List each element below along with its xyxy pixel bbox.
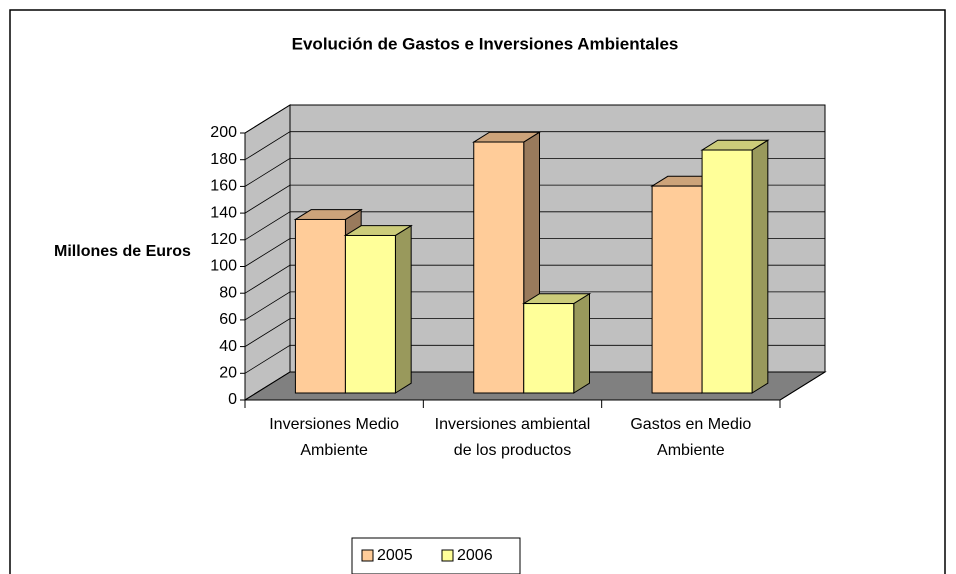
grid-line — [244, 238, 825, 267]
legend-label: 2006 — [457, 547, 493, 564]
y-tick-label: 80 — [219, 284, 237, 301]
bar — [523, 303, 575, 394]
y-tick-label: 140 — [210, 204, 237, 221]
y-tick-label: 100 — [210, 258, 237, 275]
legend-swatch — [441, 549, 454, 562]
bar — [294, 218, 346, 394]
bar-side — [751, 139, 769, 394]
grid-line — [244, 318, 825, 347]
x-axis — [245, 371, 826, 401]
legend-box — [351, 537, 521, 574]
y-axis-label: Millones de Euros — [54, 243, 191, 260]
bar — [701, 149, 753, 394]
y-tick-label: 40 — [219, 338, 237, 355]
x-tick-label: Inversiones ambiental de los productos — [434, 416, 591, 459]
x-tick-label: Inversiones Medio Ambiente — [269, 416, 400, 459]
y-tick-label: 180 — [210, 151, 237, 168]
bar — [344, 234, 396, 394]
x-tick-label: Gastos en Medio Ambiente — [630, 416, 752, 459]
legend-swatch — [361, 549, 374, 562]
grid-line — [244, 344, 825, 374]
grid-line — [244, 104, 825, 134]
bar — [473, 141, 525, 394]
chart-title: Evolución de Gastos e Inversiones Ambien… — [292, 34, 679, 53]
grid-line — [244, 291, 825, 321]
grid-line — [244, 264, 825, 294]
bar — [651, 185, 703, 394]
y-tick-label: 160 — [210, 178, 237, 195]
grid-line — [244, 131, 825, 161]
y-tick-label: 20 — [219, 365, 237, 382]
y-tick-label: 0 — [228, 391, 237, 408]
grid-line — [244, 211, 825, 241]
grid-line — [244, 371, 825, 401]
grid-line — [244, 157, 825, 187]
legend-label: 2005 — [377, 547, 413, 564]
bar-side — [394, 224, 412, 394]
bar-side — [573, 292, 590, 394]
y-tick-label: 200 — [210, 124, 237, 141]
y-tick-label: 60 — [219, 311, 237, 328]
grid-line — [244, 184, 825, 214]
y-tick-label: 120 — [210, 231, 237, 248]
